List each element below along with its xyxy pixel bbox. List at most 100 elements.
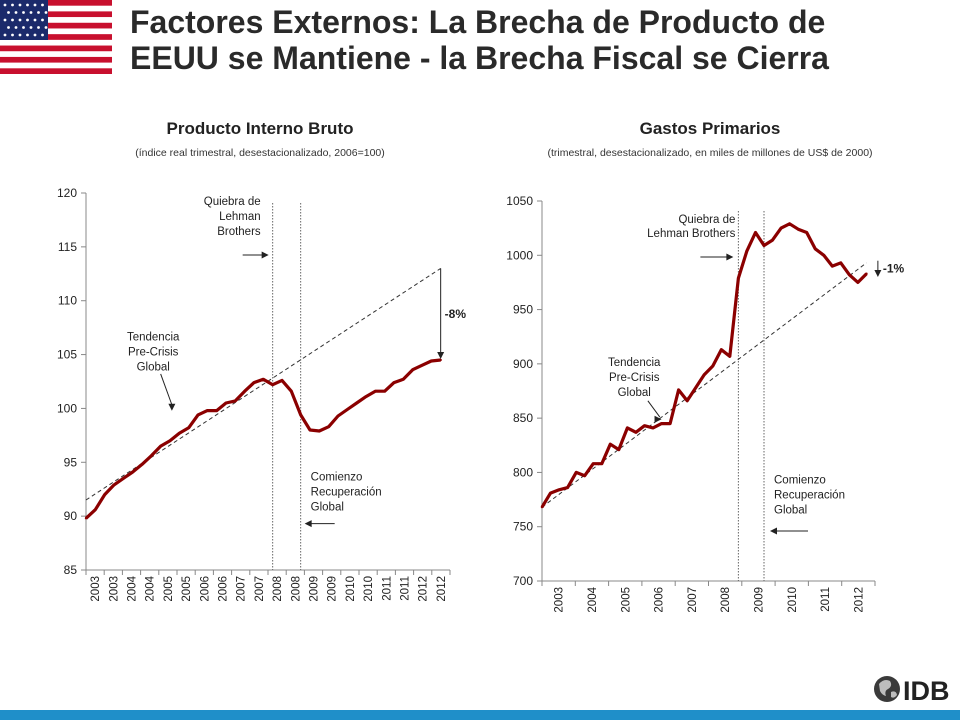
flag-stripe xyxy=(0,17,112,24)
flag-star xyxy=(37,26,40,29)
flag-star xyxy=(14,26,18,29)
data-point xyxy=(103,493,106,496)
data-point xyxy=(140,463,144,466)
spending-chart-title: Gastos Primarios xyxy=(639,119,781,138)
data-point xyxy=(745,249,749,253)
y-tick-label: 700 xyxy=(513,574,533,588)
recovery-annotation: Recuperación xyxy=(311,487,382,499)
flag-star xyxy=(11,3,14,7)
data-point xyxy=(557,488,561,491)
flag-stripe xyxy=(0,68,112,74)
y-tick-label: 105 xyxy=(57,348,77,362)
data-point xyxy=(643,424,646,427)
flag-star xyxy=(11,33,14,37)
data-point xyxy=(660,422,663,425)
recovery-annotation: Comienzo xyxy=(774,474,826,486)
x-tick-label: 2007 xyxy=(687,587,699,613)
x-tick-label: 2009 xyxy=(327,576,339,602)
data-point xyxy=(206,409,209,412)
data-point xyxy=(711,364,714,368)
flag-star xyxy=(29,11,33,14)
data-point xyxy=(187,426,190,430)
flag-star xyxy=(3,33,7,37)
y-tick-label: 90 xyxy=(64,509,78,523)
data-point xyxy=(308,428,312,432)
data-point xyxy=(131,470,134,474)
recovery-arrow-head xyxy=(770,527,777,535)
gdp-chart-subtitle: (índice real trimestral, desestacionaliz… xyxy=(135,147,385,159)
trend-annotation: Global xyxy=(618,387,651,399)
flag-star xyxy=(18,33,22,37)
data-point xyxy=(355,401,358,405)
data-point xyxy=(540,505,544,509)
flag-star xyxy=(44,11,48,14)
data-point xyxy=(788,222,791,225)
flag-star xyxy=(14,11,18,14)
data-point xyxy=(626,426,629,430)
data-point xyxy=(600,462,603,465)
gap-label: -8% xyxy=(445,307,467,321)
data-point xyxy=(737,276,740,280)
data-point xyxy=(609,443,612,446)
recovery-annotation: Comienzo xyxy=(311,472,363,484)
data-point xyxy=(831,264,834,268)
flag-star xyxy=(22,11,25,14)
x-tick-label: 2010 xyxy=(345,576,357,602)
data-point xyxy=(694,386,697,389)
x-tick-label: 2005 xyxy=(181,576,193,602)
data-point xyxy=(762,244,766,247)
y-tick-label: 100 xyxy=(57,401,77,415)
flag-stripe xyxy=(0,28,112,35)
x-tick-label: 2003 xyxy=(90,576,102,602)
data-point xyxy=(796,228,800,231)
data-point xyxy=(592,462,595,465)
lehman-annotation: Quiebra de xyxy=(204,196,261,208)
x-tick-label: 2006 xyxy=(199,576,211,602)
x-tick-label: 2006 xyxy=(654,587,666,613)
data-point xyxy=(839,261,843,265)
data-point xyxy=(728,355,732,358)
y-tick-label: 115 xyxy=(58,240,77,254)
lehman-annotation: Quiebra de xyxy=(678,214,735,226)
data-point xyxy=(430,359,433,363)
data-point xyxy=(566,486,569,489)
lehman-arrow-head xyxy=(261,251,269,259)
x-tick-label: 2011 xyxy=(820,587,832,612)
data-point xyxy=(346,408,349,411)
data-point xyxy=(392,381,396,384)
recovery-arrow-head xyxy=(304,520,312,528)
data-point xyxy=(814,247,817,250)
gdp-chart: 85 90 95 100 105 110 115 120 2003 2003 2004 2004 200… xyxy=(57,186,467,602)
data-point xyxy=(634,431,638,434)
data-point xyxy=(402,378,405,381)
data-point xyxy=(805,231,808,234)
data-point xyxy=(327,425,330,428)
flag-star xyxy=(7,11,10,14)
page-title-line-2: EEUU se Mantiene - la Brecha Fiscal se C… xyxy=(130,40,829,76)
flag-star xyxy=(41,18,44,22)
trend-arrow-line xyxy=(160,373,173,405)
x-tick-label: 2010 xyxy=(363,576,375,602)
x-tick-label: 2012 xyxy=(418,576,430,602)
idb-logo: IDB xyxy=(874,676,950,706)
data-point xyxy=(848,273,851,277)
flag-star xyxy=(3,18,7,22)
spending-chart: 700 750 800 850 900 950 1000 1050 2003 2004 2005 20… xyxy=(506,194,904,613)
x-tick-label: 2008 xyxy=(290,576,302,602)
data-point xyxy=(574,471,578,474)
data-point xyxy=(677,388,680,392)
flag-star xyxy=(26,18,29,22)
bottom-accent-bar xyxy=(0,710,960,720)
data-point xyxy=(685,399,689,402)
data-point xyxy=(364,395,368,398)
data-point xyxy=(243,389,246,393)
y-tick-label: 850 xyxy=(513,411,533,425)
y-tick-label: 800 xyxy=(513,465,533,479)
data-point xyxy=(112,483,116,487)
x-tick-label: 2004 xyxy=(127,575,139,601)
trend-arrow-line xyxy=(647,400,661,418)
data-point xyxy=(150,454,153,458)
flag-star xyxy=(3,3,7,7)
data-point xyxy=(668,422,672,425)
x-tick-label: 2004 xyxy=(145,575,157,601)
